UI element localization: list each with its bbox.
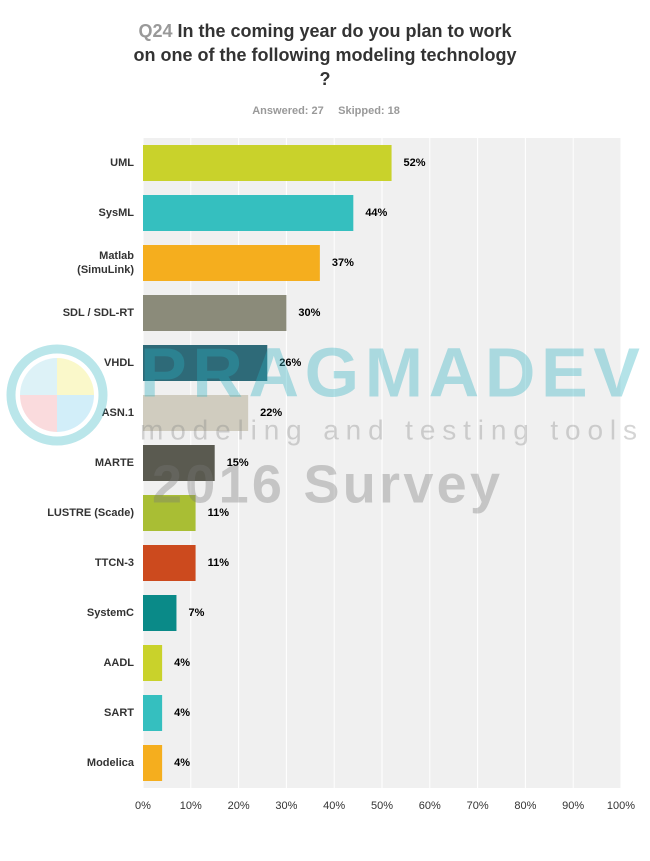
x-tick-label: 30%	[275, 800, 297, 812]
y-tick-label: Matlab (SimuLink)	[77, 250, 134, 276]
value-label: 4%	[174, 657, 190, 669]
value-label: 44%	[365, 207, 387, 219]
bar	[143, 695, 163, 731]
bar	[143, 145, 392, 181]
x-tick-label: 10%	[180, 800, 202, 812]
y-tick-label: TTCN-3	[95, 557, 134, 569]
y-tick-label: SysML	[99, 207, 135, 219]
x-tick-label: 90%	[562, 800, 584, 812]
logo-part	[57, 358, 94, 395]
skipped: Skipped: 18	[338, 105, 400, 117]
bar	[143, 345, 268, 381]
logo-ring	[6, 344, 108, 446]
watermark-brand: PRAGMADEV	[140, 333, 640, 411]
y-tick-label: MARTE	[95, 457, 134, 469]
title-line: In the coming year do you plan to work	[178, 21, 513, 41]
value-label: 30%	[298, 307, 320, 319]
value-label: 22%	[260, 407, 282, 419]
y-tick-label: VHDL	[104, 357, 134, 369]
title-line: ?	[320, 69, 331, 89]
y-tick-label: SDL / SDL-RT	[63, 307, 135, 319]
label-line: (SimuLink)	[77, 264, 134, 276]
y-tick-label: ASN.1	[102, 407, 134, 419]
x-tick-label: 0%	[135, 800, 151, 812]
x-tick-label: 80%	[514, 800, 536, 812]
watermark-survey: 2016 Survey	[152, 454, 500, 514]
label-line: Matlab	[99, 250, 134, 262]
logo-part	[20, 395, 57, 432]
value-label: 4%	[174, 707, 190, 719]
x-tick-label: 40%	[323, 800, 345, 812]
bar	[143, 745, 163, 781]
bar	[143, 495, 196, 531]
x-tick-label: 50%	[371, 800, 393, 812]
title-line: on one of the following modeling technol…	[134, 45, 517, 65]
x-tick-label: 100%	[607, 800, 635, 812]
value-label: 4%	[174, 757, 190, 769]
value-label: 26%	[279, 357, 301, 369]
y-tick-label: SystemC	[87, 607, 134, 619]
bar	[143, 295, 287, 331]
bar	[143, 395, 249, 431]
value-label: 11%	[208, 507, 230, 519]
value-label: 15%	[227, 457, 249, 469]
bar	[143, 445, 215, 481]
value-label: 11%	[208, 557, 230, 569]
chart-title: Q24 In the coming year do you plan to wo…	[138, 21, 512, 41]
logo-part	[20, 358, 57, 395]
x-tick-label: 20%	[228, 800, 250, 812]
question-number: Q24	[138, 21, 172, 41]
value-label: 7%	[188, 607, 204, 619]
bar	[143, 245, 320, 281]
watermark: PRAGMADEV modeling and testing tools 201…	[6, 333, 640, 514]
bar	[143, 645, 163, 681]
value-label: 52%	[404, 157, 426, 169]
bar	[143, 595, 177, 631]
logo-part	[57, 395, 94, 432]
y-tick-label: LUSTRE (Scade)	[47, 507, 134, 519]
y-tick-label: Modelica	[87, 757, 135, 769]
value-label: 37%	[332, 257, 354, 269]
bar	[143, 195, 354, 231]
y-tick-label: SART	[104, 707, 134, 719]
y-tick-label: UML	[110, 157, 134, 169]
y-tick-label: AADL	[103, 657, 134, 669]
x-tick-label: 70%	[467, 800, 489, 812]
answered: Answered: 27	[252, 105, 324, 117]
bar	[143, 545, 196, 581]
x-tick-label: 60%	[419, 800, 441, 812]
